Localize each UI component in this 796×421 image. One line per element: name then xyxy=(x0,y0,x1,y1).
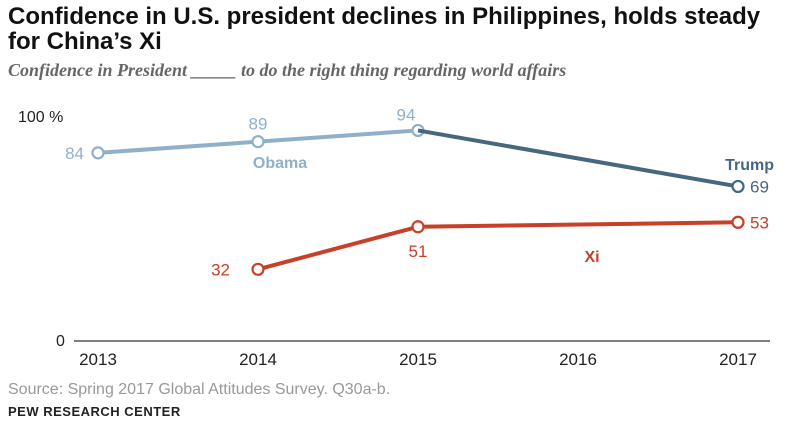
data-point xyxy=(411,220,425,234)
data-point xyxy=(731,179,745,194)
data-label: 53 xyxy=(750,213,769,232)
data-point xyxy=(731,215,745,229)
data-point xyxy=(91,146,105,160)
series-line xyxy=(417,128,739,189)
chart-title: Confidence in U.S. president declines in… xyxy=(8,3,761,55)
x-tick-label: 2014 xyxy=(239,350,277,369)
data-label: 51 xyxy=(409,242,428,261)
data-label: 94 xyxy=(397,105,416,124)
data-point xyxy=(251,135,265,149)
y-tick-label: 100 % xyxy=(18,109,63,126)
data-label: 69 xyxy=(750,177,769,196)
series-name-label: Trump xyxy=(725,157,774,174)
chart-subtitle: Confidence in President _____ to do the … xyxy=(8,60,567,80)
data-label: 89 xyxy=(249,115,268,134)
data-label: 32 xyxy=(211,260,230,279)
x-tick-label: 2017 xyxy=(719,350,757,369)
x-tick-label: 2015 xyxy=(399,350,437,369)
x-tick-label: 2016 xyxy=(559,350,597,369)
series-name-label: Obama xyxy=(253,155,307,172)
y-tick-label: 0 xyxy=(56,333,65,350)
x-tick-label: 2013 xyxy=(79,350,117,369)
source-note: Source: Spring 2017 Global Attitudes Sur… xyxy=(8,381,391,398)
data-label: 84 xyxy=(65,144,84,163)
series-name-label: Xi xyxy=(584,249,599,266)
data-point xyxy=(251,262,265,276)
brand-name: PEW RESEARCH CENTER xyxy=(8,404,181,419)
series-line xyxy=(257,220,739,272)
